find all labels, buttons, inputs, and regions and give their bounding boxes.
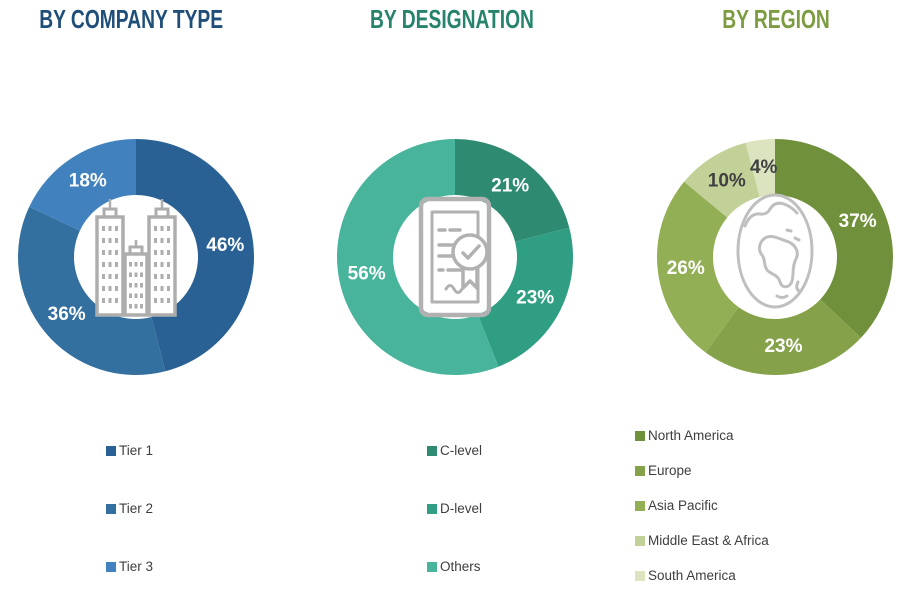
- legend-swatch: [106, 561, 116, 572]
- globe-icon: [736, 193, 814, 309]
- chart-title-company-type: BY COMPANY TYPE: [39, 4, 224, 34]
- donut-slice-south-america: [745, 139, 775, 197]
- legend-item-tier-1: Tier 1: [106, 443, 153, 458]
- legend-label: D-level: [440, 500, 483, 516]
- chart-title-designation: BY DESIGNATION: [370, 4, 534, 34]
- legend-label: Tier 2: [119, 500, 154, 516]
- legend-swatch: [635, 466, 645, 476]
- legend-label: C-level: [440, 442, 483, 458]
- legend-swatch: [106, 503, 116, 514]
- legend-item-d-level: D-level: [427, 501, 482, 516]
- slice-percent-label-others: 56%: [348, 263, 386, 284]
- slice-percent-label-tier-2: 36%: [48, 304, 86, 325]
- legend-item-tier-2: Tier 2: [106, 501, 153, 516]
- legend-label: Tier 1: [119, 442, 154, 458]
- legend-label: Tier 3: [119, 558, 154, 574]
- legend-item-south-america: South America: [635, 569, 769, 583]
- donut-slice-north-america: [775, 139, 893, 338]
- legend-item-asia-pacific: Asia Pacific: [635, 499, 769, 513]
- donut-slice-middle-east-africa: [684, 142, 760, 218]
- legend-swatch: [106, 445, 116, 456]
- donut-chart-region: 37% 23% 26% 10%4%: [657, 139, 893, 375]
- legend-item-tier-3: Tier 3: [106, 559, 153, 574]
- legend-designation: C-level D-level Others: [427, 443, 482, 594]
- slice-percent-label-tier-1: 46%: [206, 235, 244, 256]
- legend-swatch: [427, 561, 437, 572]
- certificate-icon: [418, 196, 492, 318]
- donut-slice-d-level: [477, 227, 573, 367]
- legend-label: South America: [648, 568, 736, 584]
- donut-slice-europe: [705, 299, 862, 375]
- donut-slice-others: [337, 139, 499, 375]
- legend-label: North America: [648, 428, 734, 444]
- legend-item-middle-east-africa: Middle East & Africa: [635, 534, 769, 548]
- legend-label: Others: [440, 558, 481, 574]
- legend-swatch: [427, 503, 437, 514]
- legend-company-type: Tier 1 Tier 2 Tier 3: [106, 443, 153, 594]
- slice-percent-label-tier-3: 18%: [69, 171, 107, 192]
- slice-percent-label-north-america: 37%: [839, 211, 877, 232]
- slice-percent-label-asia-pacific: 26%: [667, 258, 705, 279]
- donut-slice-asia-pacific: [657, 181, 739, 353]
- slice-percent-label-middle-east-africa: 10%: [708, 171, 746, 192]
- legend-swatch: [635, 571, 645, 581]
- legend-swatch: [635, 536, 645, 546]
- chart-title-region: BY REGION: [722, 4, 830, 34]
- legend-swatch: [427, 445, 437, 456]
- legend-swatch: [635, 431, 645, 441]
- donut-slice-tier-2: [17, 206, 166, 375]
- slice-percent-label-d-level: 23%: [516, 287, 554, 308]
- legend-item-others: Others: [427, 559, 482, 574]
- legend-item-north-america: North America: [635, 429, 769, 443]
- legend-label: Middle East & Africa: [648, 533, 769, 549]
- legend-region: North America Europe Asia Pacific Middle Ea…: [635, 429, 769, 594]
- legend-label: Europe: [648, 463, 692, 479]
- slice-percent-label-c-level: 21%: [491, 175, 529, 196]
- legend-item-europe: Europe: [635, 464, 769, 478]
- buildings-icon: [95, 199, 177, 317]
- donut-slice-c-level: [455, 139, 570, 242]
- legend-swatch: [635, 501, 645, 511]
- legend-label: Asia Pacific: [648, 498, 718, 514]
- donut-slice-tier-3: [29, 139, 136, 231]
- slice-percent-label-south-america: 4%: [750, 157, 778, 178]
- donut-chart-designation: 21% 23% 56%: [337, 139, 573, 375]
- slice-percent-label-europe: 23%: [764, 336, 802, 357]
- legend-item-c-level: C-level: [427, 443, 482, 458]
